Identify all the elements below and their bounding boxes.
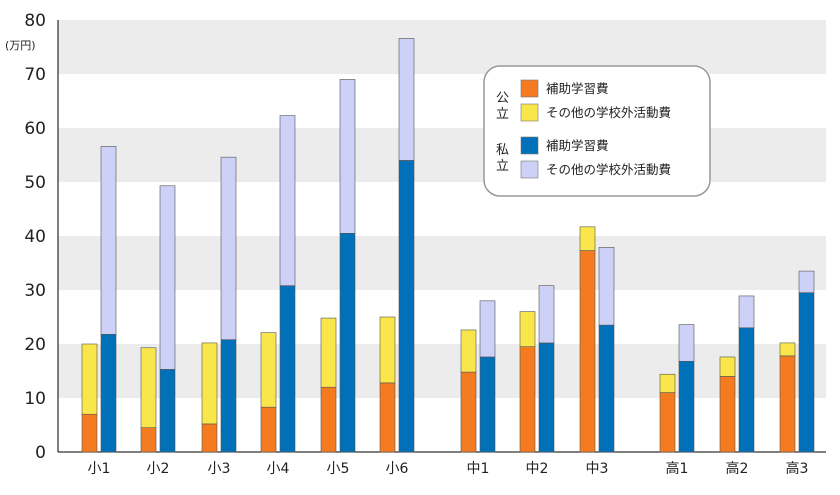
legend-swatch-public-other xyxy=(520,103,539,122)
bar-private-supplementary-4 xyxy=(279,285,296,453)
x-tick-label: 中3 xyxy=(586,461,609,477)
legend-label-private-supplementary: 補助学習費 xyxy=(546,138,609,153)
x-tick-label: 小1 xyxy=(88,461,111,477)
legend-label-public-supplementary: 補助学習費 xyxy=(546,81,609,96)
bar-public-supplementary-12 xyxy=(779,355,796,453)
x-tick-label: 小2 xyxy=(147,461,170,477)
y-tick-label: 60 xyxy=(24,119,46,139)
y-tick-label: 80 xyxy=(24,11,46,31)
y-tick-label: 10 xyxy=(24,389,46,409)
x-tick-label: 高3 xyxy=(786,460,809,477)
bar-private-other-12 xyxy=(798,270,815,294)
x-tick-label: 高2 xyxy=(726,460,749,477)
y-tick-label: 0 xyxy=(35,443,46,463)
bar-private-supplementary-1 xyxy=(100,333,117,453)
x-tick-label: 小5 xyxy=(327,461,350,477)
bar-public-supplementary-4 xyxy=(260,406,277,453)
bar-public-supplementary-9 xyxy=(579,250,596,453)
legend-label-private-other: その他の学校外活動費 xyxy=(546,162,671,177)
grid-band xyxy=(58,20,826,74)
x-tick-label: 中2 xyxy=(526,461,549,477)
bar-public-other-8 xyxy=(519,311,536,348)
bar-public-other-2 xyxy=(140,347,157,428)
y-tick-label: 20 xyxy=(24,335,46,355)
bar-public-supplementary-8 xyxy=(519,346,536,453)
y-tick-label: 50 xyxy=(24,173,46,193)
x-axis-labels: 小1 小2 小3 小4 小5 小6 中1 中2 中3 高1 高2 高3 xyxy=(88,460,809,477)
bar-private-supplementary-12 xyxy=(798,292,815,453)
bar-private-other-4 xyxy=(279,115,296,286)
bar-public-other-5 xyxy=(320,317,337,388)
bar-private-supplementary-8 xyxy=(538,342,555,453)
bar-private-supplementary-6 xyxy=(398,160,415,453)
legend-swatch-private-supplementary xyxy=(520,136,539,155)
bar-private-supplementary-9 xyxy=(598,324,615,453)
bar-private-other-9 xyxy=(598,247,615,326)
bar-public-other-11 xyxy=(719,356,736,377)
x-tick-label: 中1 xyxy=(467,461,490,477)
bar-public-supplementary-6 xyxy=(379,382,396,453)
legend-box xyxy=(483,65,711,197)
bar-private-supplementary-5 xyxy=(339,233,356,453)
bar-public-other-9 xyxy=(579,226,596,251)
legend-swatch-private-other xyxy=(520,160,539,179)
bar-public-supplementary-2 xyxy=(140,427,157,453)
bar-public-supplementary-11 xyxy=(719,376,736,453)
bar-public-other-4 xyxy=(260,332,277,408)
bar-public-supplementary-10 xyxy=(659,392,676,453)
legend-label-public-other: その他の学校外活動費 xyxy=(546,105,671,120)
y-axis: (万円) 0 10 20 30 40 50 60 70 80 xyxy=(5,11,46,463)
bar-public-supplementary-7 xyxy=(460,371,477,453)
bar-public-other-7 xyxy=(460,329,477,373)
bar-private-other-1 xyxy=(100,146,117,335)
legend-group-private-label-1: 私 xyxy=(496,143,509,158)
bar-private-other-5 xyxy=(339,79,356,234)
legend-group-private-label-2: 立 xyxy=(496,159,509,174)
grid-band xyxy=(58,344,826,398)
bar-private-other-6 xyxy=(398,38,415,161)
bar-public-supplementary-1 xyxy=(81,413,98,453)
bar-private-other-2 xyxy=(159,185,176,370)
legend-group-public-label-2: 立 xyxy=(496,107,509,122)
bar-public-other-3 xyxy=(201,342,218,425)
bar-public-other-1 xyxy=(81,343,98,415)
bar-public-other-10 xyxy=(659,373,676,393)
x-tick-label: 高1 xyxy=(666,460,689,477)
bar-private-other-10 xyxy=(678,324,695,362)
x-tick-label: 小6 xyxy=(386,461,409,477)
grid-band xyxy=(58,236,826,290)
y-tick-label: 70 xyxy=(24,65,46,85)
bars xyxy=(81,38,815,453)
bar-private-other-8 xyxy=(538,285,555,344)
legend-group-public-label-1: 公 xyxy=(496,91,509,106)
bar-private-other-11 xyxy=(738,295,755,329)
bar-private-supplementary-7 xyxy=(479,356,496,453)
y-tick-label: 40 xyxy=(24,227,46,247)
legend: 公 立 私 立 補助学習費 その他の学校外活動費 補助学習費 その他の学校外活動… xyxy=(483,65,711,197)
bar-private-other-3 xyxy=(220,156,237,340)
bar-private-supplementary-2 xyxy=(159,369,176,453)
bar-private-supplementary-10 xyxy=(678,360,695,453)
bar-private-supplementary-3 xyxy=(220,339,237,453)
bar-public-other-6 xyxy=(379,316,396,384)
x-tick-label: 小3 xyxy=(208,461,231,477)
bar-private-supplementary-11 xyxy=(738,327,755,453)
y-tick-label: 30 xyxy=(24,281,46,301)
grid-band xyxy=(58,128,826,182)
bar-public-supplementary-5 xyxy=(320,386,337,453)
bar-public-supplementary-3 xyxy=(201,423,218,453)
bar-private-other-7 xyxy=(479,300,496,358)
bar-public-other-12 xyxy=(779,342,796,357)
x-tick-label: 小4 xyxy=(267,461,290,477)
legend-swatch-public-supplementary xyxy=(520,79,539,98)
y-axis-unit-label: (万円) xyxy=(5,39,36,52)
